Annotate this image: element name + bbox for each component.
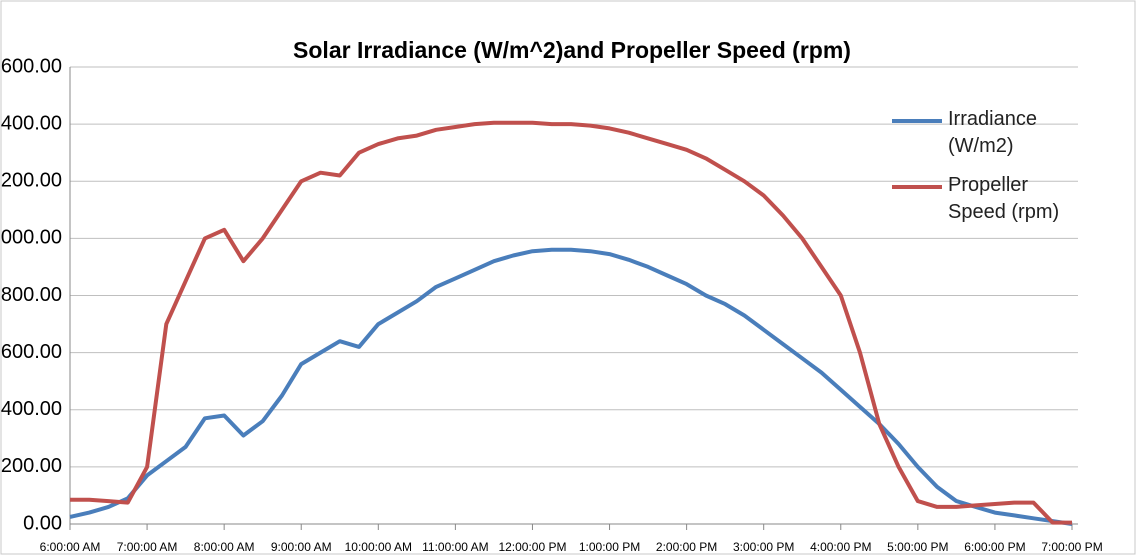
x-tick-label: 1:00:00 PM [579, 540, 640, 554]
y-tick-label: 1000.00 [0, 227, 62, 249]
y-tick-label: 600.00 [1, 341, 62, 363]
x-tick-label: 2:00:00 PM [656, 540, 717, 554]
x-tick-label: 11:00:00 AM [422, 540, 489, 554]
x-tick-label: 4:00:00 PM [810, 540, 871, 554]
x-tick-label: 12:00:00 PM [498, 540, 566, 554]
legend-swatch [892, 119, 942, 123]
legend-label: Propeller Speed (rpm) [948, 174, 1060, 223]
y-tick-label: 400.00 [1, 398, 62, 420]
legend-label: Irradiance (W/m2) [948, 108, 1037, 157]
chart-title: Solar Irradiance (W/m^2)and Propeller Sp… [293, 37, 851, 63]
legend-swatch [892, 185, 942, 189]
series-line [70, 120, 1072, 525]
legend: Irradiance (W/m2) Propeller Speed (rpm) [892, 106, 1092, 238]
y-tick-label: 0.00 [23, 512, 62, 534]
x-tick-label: 9:00:00 AM [271, 540, 332, 554]
x-tick-label: 7:00:00 AM [117, 540, 178, 554]
y-tick-label: 800.00 [1, 284, 62, 306]
series-line [69, 247, 1073, 526]
x-tick-label: 8:00:00 AM [194, 540, 255, 554]
y-tick-label: 1200.00 [0, 170, 62, 192]
x-tick-label: 10:00:00 AM [345, 540, 412, 554]
x-tick-label: 5:00:00 PM [887, 540, 948, 554]
x-tick-label: 3:00:00 PM [733, 540, 794, 554]
y-tick-label: 1400.00 [0, 112, 62, 134]
x-tick-label: 6:00:00 AM [40, 540, 101, 554]
x-tick-label: 7:00:00 PM [1041, 540, 1102, 554]
y-tick-label: 1600.00 [0, 55, 62, 77]
y-tick-label: 200.00 [1, 455, 62, 477]
legend-item: Irradiance (W/m2) [892, 106, 1088, 160]
legend-item: Propeller Speed (rpm) [892, 172, 1088, 226]
x-tick-label: 6:00:00 PM [964, 540, 1025, 554]
